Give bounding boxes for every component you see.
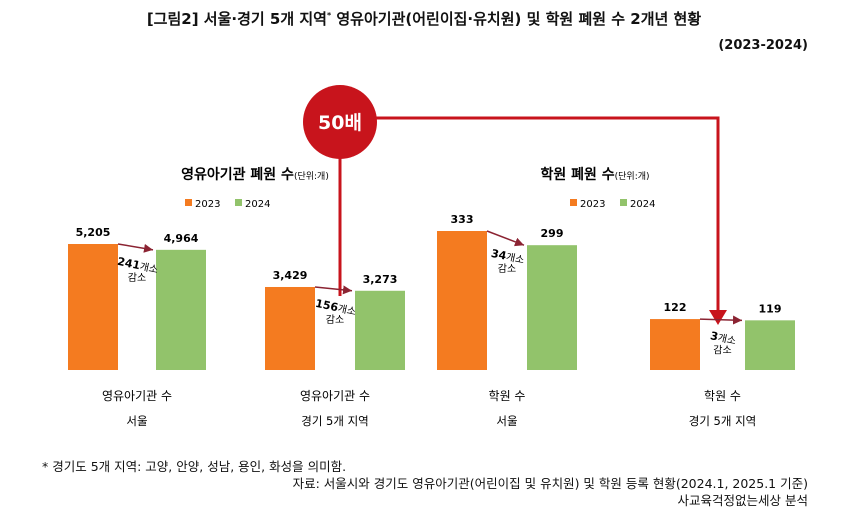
change-word: 감소 (326, 314, 344, 326)
region-label: 경기 5개 지역 (689, 414, 757, 428)
footnote-regions: * 경기도 5개 지역: 고양, 안양, 성남, 용인, 화성을 의미함. (42, 459, 347, 474)
footnote-source: 자료: 서울시와 경기도 영유아기관(어린이집 및 유치원) 및 학원 등록 현… (292, 476, 808, 491)
bar-value-label: 333 (451, 213, 474, 226)
bar-2024 (156, 249, 206, 370)
bar-value-label: 5,205 (76, 226, 111, 239)
change-label: 34개소 (490, 247, 526, 267)
period: (2023-2024) (718, 38, 808, 53)
bar-value-label: 119 (759, 302, 782, 315)
bar-value-label: 4,964 (164, 232, 199, 245)
legend-label-2024: 2024 (245, 199, 270, 210)
change-word: 감소 (713, 345, 731, 357)
category-label: 학원 수 (704, 389, 741, 403)
change-word: 감소 (498, 263, 516, 275)
category-label: 영유아기관 수 (102, 389, 172, 403)
panel-title: 학원 폐원 수(단위:개) (540, 167, 649, 183)
region-label: 서울 (496, 414, 517, 428)
change-label: 156개소 (314, 297, 357, 318)
region-label: 경기 5개 지역 (301, 414, 369, 428)
bar-value-label: 299 (541, 227, 564, 240)
change-word: 감소 (128, 272, 146, 284)
title-footnote-mark: * (326, 11, 332, 20)
change-arrow (117, 243, 154, 253)
legend-label-2023: 2023 (195, 199, 220, 210)
bar-2023 (650, 319, 700, 370)
bar-2024 (745, 320, 795, 370)
region-label: 서울 (126, 414, 147, 428)
figure-title: [그림2] 서울·경기 5개 지역* 영유아기관(어린이집·유치원) 및 학원 … (0, 8, 848, 29)
bar-value-label: 3,429 (273, 269, 308, 282)
bar-2024 (355, 290, 405, 370)
change-label: 241개소 (116, 255, 159, 276)
legend-swatch-2023 (570, 199, 577, 206)
legend-swatch-2024 (235, 199, 242, 206)
bar-2023 (68, 244, 118, 370)
legend-swatch-2024 (620, 199, 627, 206)
bar-2023 (265, 286, 315, 370)
title-text: [그림2] 서울·경기 5개 지역 (146, 10, 327, 28)
change-arrow (699, 315, 743, 325)
legend-swatch-2023 (185, 199, 192, 206)
title-text-rest: 영유아기관(어린이집·유치원) 및 학원 폐원 수 2개년 현황 (331, 10, 702, 28)
panel-title: 영유아기관 폐원 수(단위:개) (181, 166, 329, 183)
callout-circle (303, 85, 377, 159)
bar-value-label: 122 (664, 301, 687, 314)
category-label: 학원 수 (489, 389, 526, 403)
change-label: 3개소 (709, 329, 737, 347)
bar-2024 (527, 245, 577, 370)
bar-value-label: 3,273 (363, 273, 398, 286)
callout-label: 50배 (318, 112, 362, 134)
callout-line-right (375, 116, 727, 325)
category-label: 영유아기관 수 (300, 389, 370, 403)
bar-2023 (437, 231, 487, 370)
change-arrow (314, 285, 353, 295)
legend-label-2024: 2024 (630, 199, 655, 210)
footnote-analysis: 사교육걱정없는세상 분석 (677, 493, 808, 508)
legend-label-2023: 2023 (580, 199, 605, 210)
change-arrow (486, 230, 525, 247)
